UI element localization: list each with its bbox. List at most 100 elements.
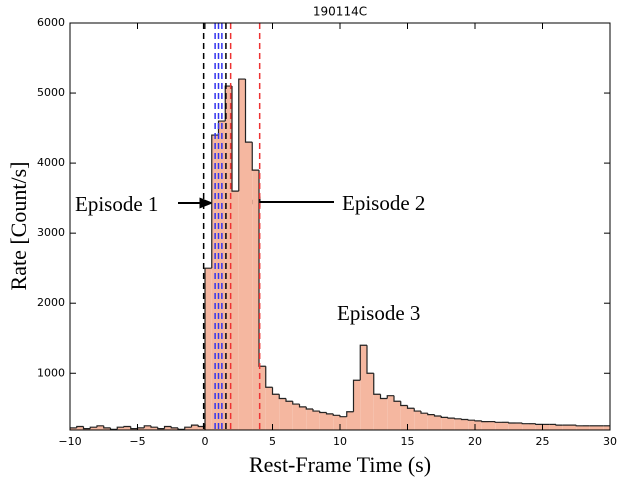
- bar-outline: [427, 413, 435, 416]
- bar: [522, 423, 529, 430]
- bar-outline: [521, 422, 529, 425]
- bar-outline: [305, 406, 313, 410]
- annotation: Episode 1: [75, 192, 158, 216]
- bar-outline: [123, 425, 131, 428]
- bar: [529, 423, 536, 430]
- bar: [232, 191, 239, 430]
- bar-outline: [285, 398, 293, 402]
- bar: [373, 394, 381, 430]
- bar-outline: [406, 405, 415, 409]
- bar-outline: [197, 425, 205, 428]
- bar-outline: [116, 426, 124, 430]
- bar-outline: [190, 424, 199, 428]
- bar-outline: [217, 120, 226, 136]
- bar-outline: [555, 424, 563, 426]
- bar: [481, 421, 489, 430]
- bar-outline: [82, 426, 91, 430]
- bar-outline: [319, 411, 327, 414]
- bar-outline: [454, 418, 462, 420]
- bar: [421, 413, 428, 430]
- bar: [130, 428, 138, 430]
- x-tick-label: 25: [536, 435, 550, 448]
- bar: [97, 425, 104, 430]
- bar-outline: [244, 79, 253, 143]
- bar: [252, 170, 259, 430]
- bar: [151, 427, 158, 430]
- bar: [454, 418, 462, 430]
- y-tick-label: 6000: [37, 16, 65, 29]
- bar: [245, 142, 253, 431]
- bar: [367, 373, 374, 430]
- bar-outline: [386, 395, 394, 399]
- bar-outline: [265, 366, 273, 388]
- bar: [164, 426, 172, 430]
- bar: [515, 422, 523, 430]
- bar: [414, 411, 421, 430]
- bar-outline: [474, 420, 482, 422]
- annotation: Episode 2: [342, 191, 425, 215]
- bar: [448, 418, 455, 430]
- bar: [157, 428, 165, 430]
- bar: [400, 405, 408, 430]
- x-tick-label: 15: [401, 435, 415, 448]
- bar-outline: [339, 415, 347, 418]
- y-tick-label: 4000: [37, 156, 65, 169]
- bar: [589, 425, 597, 430]
- bar: [434, 415, 442, 430]
- bar-outline: [325, 412, 334, 415]
- bar: [171, 427, 178, 430]
- bar: [211, 135, 219, 430]
- bar: [360, 345, 367, 430]
- bar: [340, 416, 347, 430]
- bar: [475, 420, 482, 430]
- bar-outline: [433, 414, 442, 417]
- bar: [272, 394, 280, 430]
- bar: [441, 417, 448, 430]
- bar-outline: [136, 427, 145, 429]
- bar: [333, 415, 340, 430]
- bar-outline: [379, 394, 388, 400]
- bar: [144, 425, 151, 430]
- bar: [556, 425, 563, 430]
- bar: [117, 427, 124, 430]
- bar-outline: [204, 267, 212, 427]
- x-tick-label: 30: [603, 435, 617, 448]
- bar: [380, 398, 388, 430]
- x-tick-label: 5: [269, 435, 276, 448]
- bar-outline: [130, 426, 138, 430]
- bar-outline: [170, 426, 178, 429]
- bar: [90, 427, 97, 430]
- bar-outline: [575, 425, 583, 427]
- bar-outline: [359, 344, 367, 381]
- bar-outline: [413, 408, 421, 412]
- bar: [427, 414, 435, 430]
- bar: [184, 427, 192, 430]
- bar-outline: [143, 425, 151, 428]
- bar-outline: [332, 413, 340, 416]
- bar: [353, 380, 361, 430]
- x-tick-label: −5: [129, 435, 145, 448]
- x-axis-label: Rest-Frame Time (s): [249, 452, 431, 477]
- bar-outline: [96, 425, 104, 428]
- bar: [346, 411, 354, 430]
- bar: [468, 420, 475, 430]
- bar-outline: [292, 401, 300, 405]
- y-tick-label: 2000: [37, 296, 65, 309]
- bar: [299, 406, 307, 430]
- bar-outline: [278, 394, 286, 400]
- bar-outline: [393, 395, 401, 402]
- bar: [542, 424, 550, 430]
- bar-outline: [373, 373, 381, 395]
- x-tick-label: 20: [468, 435, 482, 448]
- bar: [124, 426, 131, 430]
- bar: [387, 395, 394, 430]
- bar: [292, 404, 300, 430]
- bar-outline: [89, 426, 97, 429]
- bar-outline: [163, 425, 172, 429]
- y-tick-label: 3000: [37, 226, 65, 239]
- bar: [191, 425, 199, 430]
- bar-outline: [460, 418, 469, 421]
- bar: [394, 401, 401, 430]
- bar-outline: [420, 411, 428, 414]
